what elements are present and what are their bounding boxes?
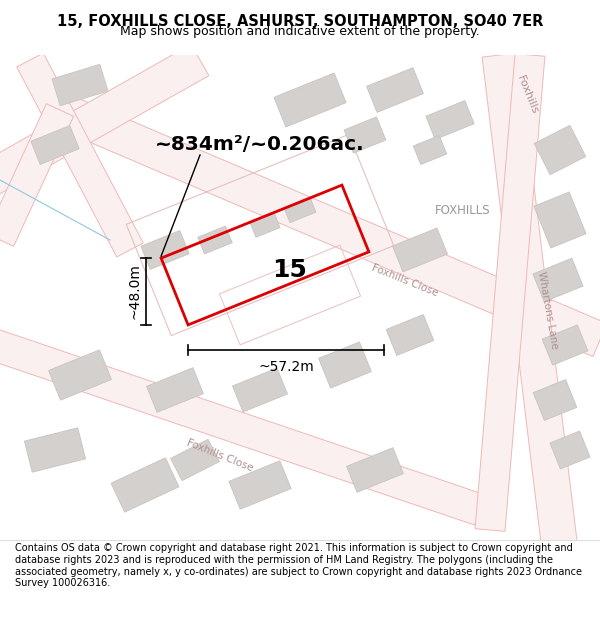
Polygon shape: [198, 226, 232, 254]
Text: Foxhills: Foxhills: [515, 74, 539, 116]
Polygon shape: [250, 213, 280, 238]
Polygon shape: [534, 192, 586, 248]
Text: Foxhills Close: Foxhills Close: [370, 262, 440, 298]
Text: Contains OS data © Crown copyright and database right 2021. This information is : Contains OS data © Crown copyright and d…: [15, 543, 582, 588]
Polygon shape: [0, 44, 209, 206]
Text: 15: 15: [272, 258, 307, 282]
Text: Map shows position and indicative extent of the property.: Map shows position and indicative extent…: [120, 26, 480, 39]
Polygon shape: [347, 448, 403, 493]
Polygon shape: [17, 53, 143, 257]
Text: 15, FOXHILLS CLOSE, ASHURST, SOUTHAMPTON, SO40 7ER: 15, FOXHILLS CLOSE, ASHURST, SOUTHAMPTON…: [57, 14, 543, 29]
Polygon shape: [31, 126, 79, 164]
Polygon shape: [229, 461, 291, 509]
Polygon shape: [0, 104, 74, 246]
Polygon shape: [533, 258, 583, 302]
Polygon shape: [111, 458, 179, 512]
Polygon shape: [53, 94, 600, 356]
Polygon shape: [141, 231, 189, 269]
Polygon shape: [52, 64, 108, 106]
Polygon shape: [319, 342, 371, 388]
Polygon shape: [274, 73, 346, 127]
Text: Whartons Lane: Whartons Lane: [536, 271, 560, 349]
Polygon shape: [49, 350, 112, 400]
Polygon shape: [542, 325, 588, 365]
Polygon shape: [413, 136, 447, 164]
Polygon shape: [386, 314, 434, 356]
Polygon shape: [482, 53, 578, 552]
Text: Foxhills Close: Foxhills Close: [185, 437, 254, 473]
Polygon shape: [0, 325, 485, 525]
Polygon shape: [533, 379, 577, 421]
Text: FOXHILLS: FOXHILLS: [435, 204, 491, 216]
Polygon shape: [146, 368, 203, 413]
Polygon shape: [392, 228, 448, 272]
Polygon shape: [534, 126, 586, 174]
Polygon shape: [170, 439, 220, 481]
Polygon shape: [25, 428, 86, 472]
Text: ~57.2m: ~57.2m: [258, 360, 314, 374]
Polygon shape: [367, 68, 424, 112]
Polygon shape: [344, 117, 386, 153]
Text: ~834m²/~0.206ac.: ~834m²/~0.206ac.: [155, 136, 365, 154]
Polygon shape: [550, 431, 590, 469]
Polygon shape: [233, 368, 287, 412]
Polygon shape: [475, 54, 545, 531]
Polygon shape: [426, 101, 474, 139]
Text: ~48.0m: ~48.0m: [127, 264, 141, 319]
Polygon shape: [284, 198, 316, 222]
